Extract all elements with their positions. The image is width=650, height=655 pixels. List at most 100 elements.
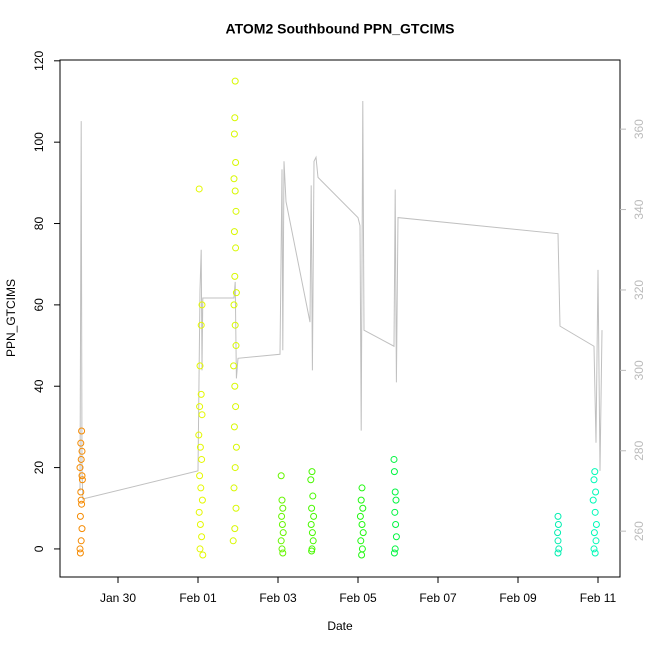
point (359, 529, 367, 537)
point (278, 545, 286, 553)
point (232, 207, 240, 215)
point (230, 301, 238, 309)
point (231, 382, 239, 390)
y2-tick-label: 280 (632, 440, 646, 460)
point (232, 403, 240, 411)
point (78, 427, 86, 435)
point (230, 423, 238, 431)
point (77, 496, 85, 504)
point (195, 431, 203, 439)
point (77, 439, 85, 447)
point (309, 537, 317, 545)
point (232, 159, 240, 167)
point (592, 537, 600, 545)
point (357, 496, 365, 504)
point (308, 529, 316, 537)
point (592, 521, 600, 529)
y-tick-label: 60 (32, 298, 46, 312)
point (196, 362, 204, 370)
point (196, 545, 204, 553)
point (279, 549, 287, 557)
point (198, 496, 206, 504)
y2-tick-label: 320 (632, 280, 646, 300)
point (231, 321, 239, 329)
point (390, 455, 398, 463)
point (392, 533, 400, 541)
point (229, 537, 237, 545)
point (198, 533, 206, 541)
point (307, 521, 315, 529)
point (359, 504, 367, 512)
point (78, 500, 86, 508)
point (230, 175, 238, 183)
point (230, 130, 238, 138)
point (232, 244, 240, 252)
point (392, 496, 400, 504)
y-tick-label: 40 (32, 379, 46, 393)
chart-title: ATOM2 Southbound PPN_GTCIMS (226, 21, 455, 37)
point (390, 549, 398, 557)
point (358, 484, 366, 492)
point (78, 447, 86, 455)
point (199, 551, 207, 559)
point (197, 484, 205, 492)
point (195, 508, 203, 516)
point (195, 185, 203, 193)
point (78, 476, 86, 484)
point (310, 512, 318, 520)
point (279, 529, 287, 537)
point (196, 443, 204, 451)
point (278, 521, 286, 529)
point (590, 476, 598, 484)
point (591, 468, 599, 476)
point (590, 529, 598, 537)
point (77, 488, 85, 496)
point (232, 504, 240, 512)
point (76, 545, 84, 553)
point (391, 488, 399, 496)
y2-tick-label: 360 (632, 119, 646, 139)
point (230, 484, 238, 492)
point (197, 390, 205, 398)
point (358, 545, 366, 553)
point (592, 488, 600, 496)
x-tick-label: Feb 01 (179, 591, 217, 605)
point (308, 504, 316, 512)
point (357, 537, 365, 545)
point (77, 537, 85, 545)
point (278, 512, 286, 520)
y2-tick-label: 300 (632, 360, 646, 380)
point (590, 545, 598, 553)
point (198, 301, 206, 309)
point (554, 537, 562, 545)
point (358, 521, 366, 529)
point (230, 362, 238, 370)
point (308, 468, 316, 476)
point (232, 289, 240, 297)
point (77, 455, 85, 463)
point (356, 512, 364, 520)
point (76, 549, 84, 557)
x-tick-label: Jan 30 (100, 591, 136, 605)
point (197, 321, 205, 329)
point (589, 496, 597, 504)
point (554, 521, 562, 529)
point (278, 496, 286, 504)
plot-frame (59, 59, 621, 578)
point (198, 455, 206, 463)
y-tick-label: 100 (32, 132, 46, 152)
point (198, 411, 206, 419)
point (390, 468, 398, 476)
y-tick-label: 20 (32, 461, 46, 475)
point (277, 472, 285, 480)
point (392, 521, 400, 529)
y2-tick-label: 260 (632, 521, 646, 541)
x-tick-label: Feb 09 (499, 591, 537, 605)
x-tick-label: Feb 03 (259, 591, 297, 605)
point (391, 545, 399, 553)
y-tick-label: 120 (32, 50, 46, 70)
line-series (79, 101, 603, 500)
point (391, 508, 399, 516)
